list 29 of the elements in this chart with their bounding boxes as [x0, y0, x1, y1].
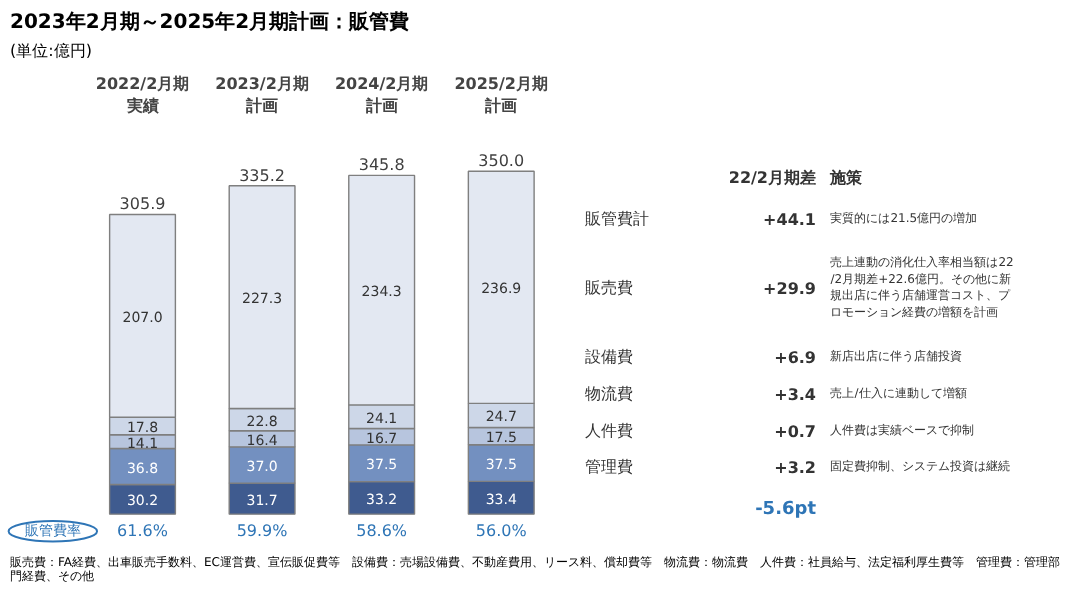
- text: +6.9: [774, 349, 817, 368]
- text: 管理費: [584, 458, 633, 477]
- x-tick-label: 2023/2月期計画: [215, 75, 309, 115]
- text: +44.1: [763, 210, 817, 229]
- text: 販管費計: [584, 209, 649, 228]
- text: 61.6%: [117, 522, 169, 541]
- total-label: 345.8: [358, 156, 405, 175]
- text: 人件費: [584, 421, 633, 440]
- x-tick-label: 2024/2月期計画: [334, 75, 429, 115]
- text: 施策: [828, 168, 865, 187]
- text: (単位:億円): [10, 42, 92, 61]
- text: 22/2月期差: [728, 168, 817, 187]
- text: +0.7: [774, 422, 816, 441]
- text: 販売費: [584, 278, 633, 297]
- text: +3.2: [774, 459, 816, 478]
- x-tick-label: 2022/2月期実績: [95, 75, 190, 115]
- total-label: 350.0: [478, 152, 525, 171]
- total-label: 335.2: [239, 166, 285, 185]
- text: 58.6%: [356, 522, 408, 541]
- text: 59.9%: [236, 522, 289, 541]
- text: 設備費: [584, 348, 633, 367]
- x-tick-label: 2025/2月期計画: [454, 75, 549, 115]
- text: +3.4: [774, 386, 817, 405]
- text: 56.0%: [475, 522, 528, 541]
- text: 物流費: [584, 385, 633, 404]
- text: -5.6pt: [755, 500, 818, 521]
- total-label: 305.9: [119, 195, 166, 214]
- chart-title: 2023年2月期～2025年2月期計画：販管費: [10, 12, 410, 34]
- text: +29.9: [763, 279, 817, 298]
